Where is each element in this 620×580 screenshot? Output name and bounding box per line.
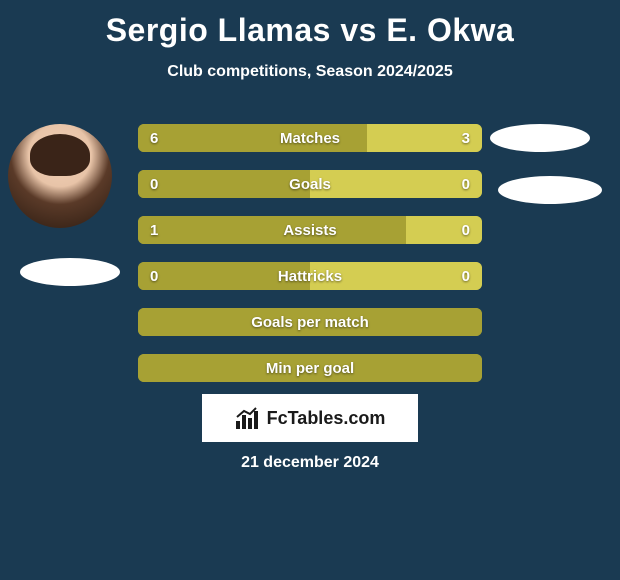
player1-badge-oval (20, 258, 120, 286)
player1-segment (138, 354, 482, 382)
page-title: Sergio Llamas vs E. Okwa (0, 0, 620, 49)
stat-row: Min per goal (138, 354, 482, 382)
date-text: 21 december 2024 (0, 454, 620, 472)
stat-row: Assists10 (138, 216, 482, 244)
player1-segment (138, 262, 310, 290)
player2-badge-oval-2 (498, 176, 602, 204)
stat-row: Matches63 (138, 124, 482, 152)
player2-segment (367, 124, 482, 152)
player1-segment (138, 216, 406, 244)
player2-badge-oval-1 (490, 124, 590, 152)
bars-icon (235, 407, 261, 429)
comparison-bars: Matches63 Goals00 Assists10 Hattricks00 Goal… (138, 124, 482, 400)
player1-segment (138, 308, 482, 336)
player1-segment (138, 170, 310, 198)
fctables-logo: FcTables.com (202, 394, 418, 442)
stat-row: Goals per match (138, 308, 482, 336)
logo-text: FcTables.com (267, 408, 386, 429)
player1-avatar (8, 124, 112, 228)
stat-row: Goals00 (138, 170, 482, 198)
player2-segment (310, 262, 482, 290)
subtitle: Club competitions, Season 2024/2025 (0, 63, 620, 81)
player2-segment (310, 170, 482, 198)
player1-segment (138, 124, 367, 152)
player2-segment (406, 216, 482, 244)
stat-row: Hattricks00 (138, 262, 482, 290)
